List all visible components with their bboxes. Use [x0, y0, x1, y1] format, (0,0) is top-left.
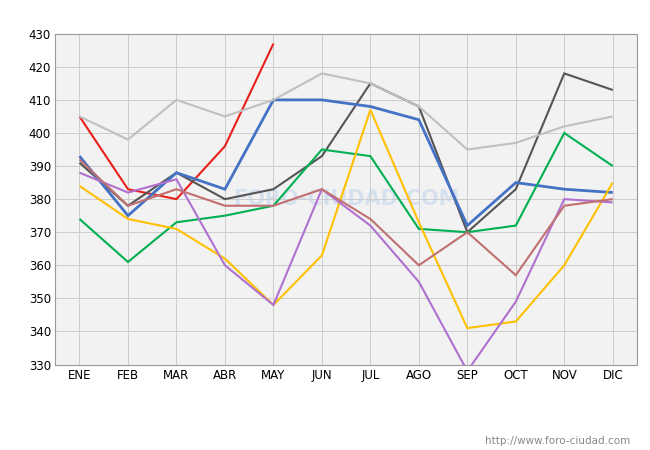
- Text: http://www.foro-ciudad.com: http://www.foro-ciudad.com: [486, 436, 630, 446]
- Text: FORO-CIUDAD.COM: FORO-CIUDAD.COM: [233, 189, 460, 209]
- Text: Afiliados en Algámitas a 31/5/2024: Afiliados en Algámitas a 31/5/2024: [185, 7, 465, 23]
